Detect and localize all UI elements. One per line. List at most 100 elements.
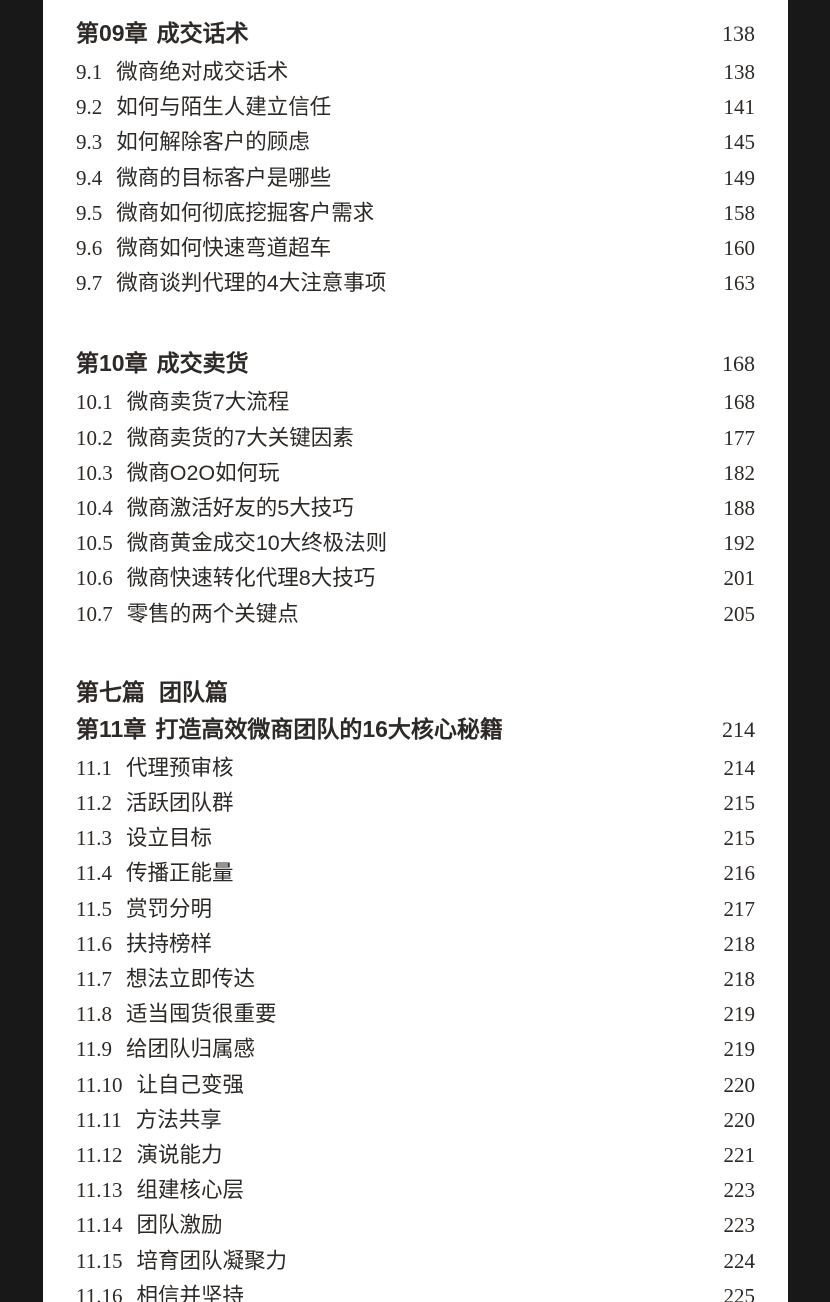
toc-entry-page-number: 223 — [723, 1178, 756, 1203]
toc-entry-title: 微商O2O如何玩 — [126, 460, 280, 485]
toc-entry[interactable]: 11.8 适当囤货很重要 219 — [76, 997, 755, 1032]
toc-entry-title: 如何与陌生人建立信任 — [116, 95, 332, 120]
toc-entry-title: 组建核心层 — [136, 1178, 244, 1203]
toc-entry-number: 11.11 — [76, 1107, 122, 1132]
toc-entry[interactable]: 11.11 方法共享 220 — [76, 1103, 755, 1138]
toc-entry-title: 方法共享 — [135, 1107, 222, 1132]
toc-entry-title: 微商卖货的7大关键因素 — [126, 425, 354, 450]
toc-entry-number: 9.7 — [76, 271, 103, 296]
toc-entry-number: 11.10 — [76, 1072, 123, 1097]
toc-entry-number: 10.7 — [76, 601, 113, 626]
toc-entry-title: 给团队归属感 — [125, 1037, 255, 1062]
toc-entry[interactable]: 9.7 微商谈判代理的4大注意事项 163 — [76, 266, 755, 301]
part-heading[interactable]: 第七篇 团队篇 — [76, 673, 755, 707]
toc-entry[interactable]: 10.5 微商黄金成交10大终极法则 192 — [76, 526, 755, 561]
toc-entry-page-number: 215 — [723, 826, 756, 851]
toc-entry[interactable]: 11.5 赏罚分明 217 — [76, 892, 755, 927]
chapter-heading[interactable]: 第09章 成交话术 138 — [76, 14, 755, 48]
toc-entry-page-number: 225 — [723, 1283, 756, 1302]
toc-entry-page-number: 205 — [723, 601, 756, 626]
toc-entry[interactable]: 11.3 设立目标 215 — [76, 821, 755, 856]
toc-entry[interactable]: 11.13 组建核心层 223 — [76, 1173, 755, 1208]
toc-entry[interactable]: 11.1 代理预审核 214 — [76, 751, 755, 786]
toc-entry-title: 微商的目标客户是哪些 — [116, 165, 332, 190]
document-page: 第09章 成交话术 138 9.1 微商绝对成交话术 138 9.2 如何与陌生人建立信任 14… — [43, 0, 788, 1302]
toc-entry[interactable]: 10.2 微商卖货的7大关键因素 177 — [76, 421, 755, 456]
chapter-heading-number: 第09章 — [76, 20, 148, 46]
toc-entry-page-number: 201 — [723, 566, 756, 591]
toc-entry-number: 11.13 — [76, 1178, 123, 1203]
toc-entry-page-number: 219 — [723, 1002, 756, 1027]
toc-entry-page-number: 217 — [723, 896, 756, 921]
toc-entry[interactable]: 9.2 如何与陌生人建立信任 141 — [76, 90, 755, 125]
toc-entry-title: 微商绝对成交话术 — [116, 60, 289, 84]
toc-entry-page-number: 220 — [723, 1072, 756, 1097]
toc-entry-number: 9.6 — [76, 236, 103, 261]
toc-entry-page-number: 145 — [723, 130, 756, 155]
toc-entry-page-number: 160 — [723, 236, 756, 261]
toc-entry-title: 微商激活好友的5大技巧 — [126, 496, 354, 521]
toc-entry[interactable]: 10.4 微商激活好友的5大技巧 188 — [76, 491, 755, 526]
toc-entry-page-number: 223 — [723, 1213, 756, 1238]
toc-entry[interactable]: 11.14 团队激励 223 — [76, 1208, 755, 1243]
toc-entry-page-number: 177 — [723, 425, 756, 450]
toc-entry[interactable]: 9.3 如何解除客户的顾虑 145 — [76, 125, 755, 160]
toc-entry-page-number: 192 — [723, 531, 756, 556]
toc-entry-page-number: 216 — [723, 861, 756, 886]
toc-entry[interactable]: 9.6 微商如何快速弯道超车 160 — [76, 231, 755, 266]
toc-entry[interactable]: 11.10 让自己变强 220 — [76, 1068, 755, 1103]
toc-entry-number: 9.4 — [76, 165, 103, 190]
toc-entry-page-number: 141 — [723, 95, 756, 120]
toc-entry-title: 活跃团队群 — [125, 791, 234, 816]
toc-entry-title: 想法立即传达 — [125, 967, 255, 992]
toc-entry-title: 微商如何彻底挖掘客户需求 — [116, 200, 375, 225]
toc-entry[interactable]: 10.1 微商卖货7大流程 168 — [76, 385, 755, 420]
toc-entry[interactable]: 9.4 微商的目标客户是哪些 149 — [76, 161, 755, 196]
chapter-heading[interactable]: 第11章 打造高效微商团队的16大核心秘籍 214 — [76, 710, 755, 744]
toc-entry-number: 10.1 — [76, 390, 113, 415]
toc-entry-number: 10.5 — [76, 531, 113, 556]
toc-entry-number: 11.3 — [76, 826, 112, 851]
toc-entry-page-number: 220 — [723, 1107, 756, 1132]
part-heading-title: 团队篇 — [159, 678, 228, 705]
toc-entry[interactable]: 11.16 相信并坚持 225 — [76, 1279, 755, 1302]
toc-entry-title: 培育团队凝聚力 — [136, 1248, 287, 1273]
chapter-heading[interactable]: 第10章 成交卖货 168 — [76, 344, 755, 378]
toc-entry-number: 11.4 — [76, 861, 112, 886]
toc-entry-page-number: 215 — [723, 791, 756, 816]
toc-entry-page-number: 168 — [723, 390, 756, 415]
toc-entry[interactable]: 11.12 演说能力 221 — [76, 1138, 755, 1173]
toc-entry-title: 设立目标 — [125, 826, 212, 851]
toc-entry-page-number: 219 — [723, 1037, 756, 1062]
toc-entry-title: 微商快速转化代理8大技巧 — [126, 566, 376, 591]
toc-entry[interactable]: 11.9 给团队归属感 219 — [76, 1032, 755, 1067]
toc-entry[interactable]: 11.6 扶持榜样 218 — [76, 927, 755, 962]
toc-entry-page-number: 188 — [723, 496, 756, 521]
toc-entry-number: 10.2 — [76, 425, 113, 450]
toc-entry-title: 适当囤货很重要 — [125, 1002, 277, 1027]
toc-entry-title: 传播正能量 — [125, 861, 234, 886]
toc-entry-number: 11.15 — [76, 1248, 123, 1273]
toc-block: 第七篇 团队篇 第11章 打造高效微商团队的16大核心秘籍 214 11.1 代理预审核 21… — [76, 673, 755, 1302]
toc-entry-number: 11.16 — [76, 1283, 123, 1302]
toc-entry[interactable]: 10.3 微商O2O如何玩 182 — [76, 456, 755, 491]
toc-entry[interactable]: 11.4 传播正能量 216 — [76, 856, 755, 891]
toc-entry-page-number: 158 — [723, 200, 756, 225]
toc-entry-title: 扶持榜样 — [125, 931, 212, 956]
toc-entry[interactable]: 11.2 活跃团队群 215 — [76, 786, 755, 821]
toc-entry[interactable]: 9.1 微商绝对成交话术 138 — [76, 55, 755, 90]
toc-entry[interactable]: 10.6 微商快速转化代理8大技巧 201 — [76, 561, 755, 596]
chapter-heading-title: 成交卖货 — [156, 350, 249, 377]
toc-entry-number: 10.3 — [76, 460, 113, 485]
toc-entry-title: 赏罚分明 — [125, 896, 212, 921]
toc-entry-title: 微商如何快速弯道超车 — [116, 236, 332, 261]
toc-entry[interactable]: 9.5 微商如何彻底挖掘客户需求 158 — [76, 196, 755, 231]
chapter-heading-number: 第10章 — [76, 350, 148, 377]
toc-entry-number: 11.9 — [76, 1037, 112, 1062]
toc-entry-page-number: 149 — [723, 165, 756, 190]
toc-entry[interactable]: 11.7 想法立即传达 218 — [76, 962, 755, 997]
toc-entry[interactable]: 11.15 培育团队凝聚力 224 — [76, 1244, 755, 1279]
toc-entry[interactable]: 10.7 零售的两个关键点 205 — [76, 597, 755, 632]
toc-entry-title: 代理预审核 — [125, 755, 234, 780]
